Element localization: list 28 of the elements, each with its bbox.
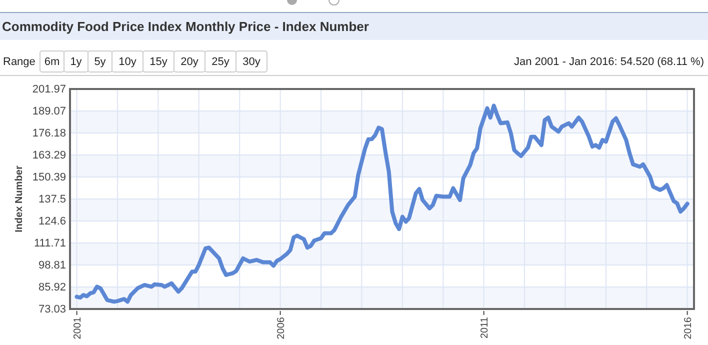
chart-subtitle: Jan 2001 - Jan 2016: 54.520 (68.11 %) [514, 56, 704, 68]
y-tick-label: 150.39 [32, 172, 66, 184]
y-tick-label: 85.92 [38, 282, 66, 294]
text: Range [3, 56, 36, 68]
y-tick-label: 189.07 [32, 106, 66, 118]
x-tick-label: 2016 [682, 316, 694, 340]
y-tick-label: 98.81 [38, 260, 66, 272]
range-button: 6m [40, 50, 64, 72]
x-tick-label: 2006 [276, 316, 287, 340]
range-button: 30y [236, 50, 268, 72]
range-button: 1y [64, 50, 88, 72]
y-tick-label: 111.71 [34, 238, 66, 250]
y-tick-label: 73.03 [38, 304, 66, 316]
range-button: 5y [88, 50, 112, 72]
x-tick-label: 2011 [479, 316, 490, 339]
chart-title: Commodity Food Price Index Monthly Price - Index Number [2, 19, 369, 34]
range-button: 25y [204, 50, 236, 72]
y-tick-label: 137.5 [38, 194, 66, 206]
y-axis-title: Index Number [14, 166, 25, 232]
y-tick-label: 124.6 [38, 216, 66, 228]
y-tick-label: 201.97 [32, 84, 66, 96]
range-button: 20y [174, 50, 206, 72]
range-button: 10y [112, 50, 144, 72]
y-tick-label: 163.29 [32, 150, 66, 162]
y-tick-label: 176.18 [32, 128, 66, 140]
x-tick-label: 2001 [72, 316, 84, 340]
range-button: 15y [142, 50, 174, 72]
line-series [74, 104, 690, 304]
